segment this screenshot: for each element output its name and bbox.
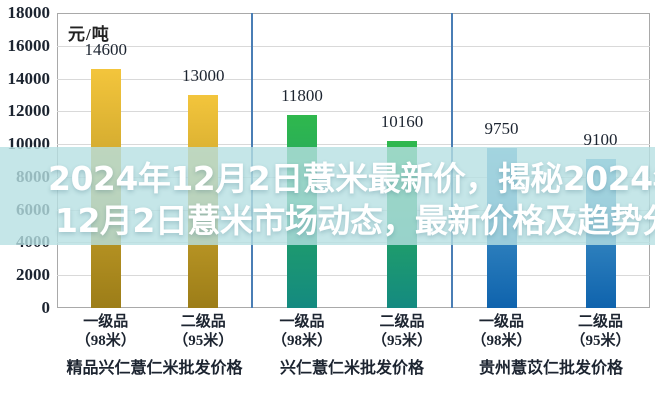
bar-value-label: 14600 xyxy=(84,39,128,59)
gridline xyxy=(57,144,650,146)
x-tick-spec: （95米） xyxy=(173,333,234,349)
x-tick-spec: （98米） xyxy=(471,333,532,349)
y-axis-tick-label: 12000 xyxy=(7,101,51,121)
x-axis-tick-label: 一级品 （98米） xyxy=(58,313,154,351)
bar-value-label: 9750 xyxy=(484,119,519,139)
x-axis-tick-label: 二级品 （95米） xyxy=(155,313,251,351)
headline-line-1: 2024年12月2日薏米最新价，揭秘2024年 xyxy=(48,159,655,198)
x-tick-category: 二级品 xyxy=(577,314,623,330)
bar-value-label: 10160 xyxy=(380,112,424,132)
bar-value-label: 13000 xyxy=(182,65,225,85)
y-axis-tick-label: 2000 xyxy=(16,265,50,285)
headline-overlay-band xyxy=(0,147,655,245)
x-axis-tick-label: 二级品 （95米） xyxy=(354,313,450,351)
y-axis-unit-label: 元/吨 xyxy=(68,25,110,44)
x-tick-category: 一级品 xyxy=(478,314,524,330)
x-tick-spec: （98米） xyxy=(75,333,136,349)
x-tick-category: 二级品 xyxy=(379,314,425,330)
y-axis-tick-label: 14000 xyxy=(7,68,51,88)
x-tick-spec: （98米） xyxy=(271,333,332,349)
x-axis-tick-label: 一级品 （98米） xyxy=(454,313,550,351)
x-axis-tick-label: 一级品 （98米） xyxy=(254,313,350,351)
headline-line-2: 12月2日薏米市场动态，最新价格及趋势分 xyxy=(55,201,655,240)
x-axis-group-label: 兴仁薏仁米批发价格 xyxy=(279,360,424,377)
gridline xyxy=(57,111,650,113)
y-axis-tick-label: 0 xyxy=(41,298,51,317)
x-axis-tick-label: 二级品 （95米） xyxy=(553,313,649,351)
x-tick-spec: （95米） xyxy=(371,333,432,349)
y-axis-tick-label: 18000 xyxy=(7,3,51,22)
x-tick-category: 一级品 xyxy=(83,314,129,330)
x-axis-group-label: 精品兴仁薏仁米批发价格 xyxy=(66,360,243,377)
x-tick-spec: （95米） xyxy=(570,333,631,349)
gridline xyxy=(57,45,650,47)
gridline xyxy=(57,275,650,277)
x-axis-group-label: 贵州薏苡仁批发价格 xyxy=(478,360,623,377)
x-tick-category: 一级品 xyxy=(279,314,325,330)
x-tick-category: 二级品 xyxy=(180,314,226,330)
bar-value-label: 9100 xyxy=(583,129,618,149)
y-axis-tick-label: 16000 xyxy=(7,35,51,55)
bar-value-label: 11800 xyxy=(281,85,323,105)
gridline xyxy=(57,78,650,80)
